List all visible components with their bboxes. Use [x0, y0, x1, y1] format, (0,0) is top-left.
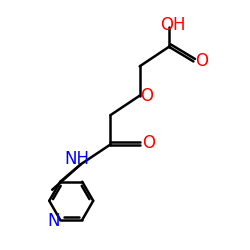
Text: NH: NH — [65, 150, 90, 168]
Text: O: O — [196, 52, 208, 70]
Text: N: N — [48, 212, 60, 230]
Text: O: O — [142, 134, 155, 152]
Text: O: O — [140, 87, 153, 105]
Text: OH: OH — [160, 16, 186, 34]
